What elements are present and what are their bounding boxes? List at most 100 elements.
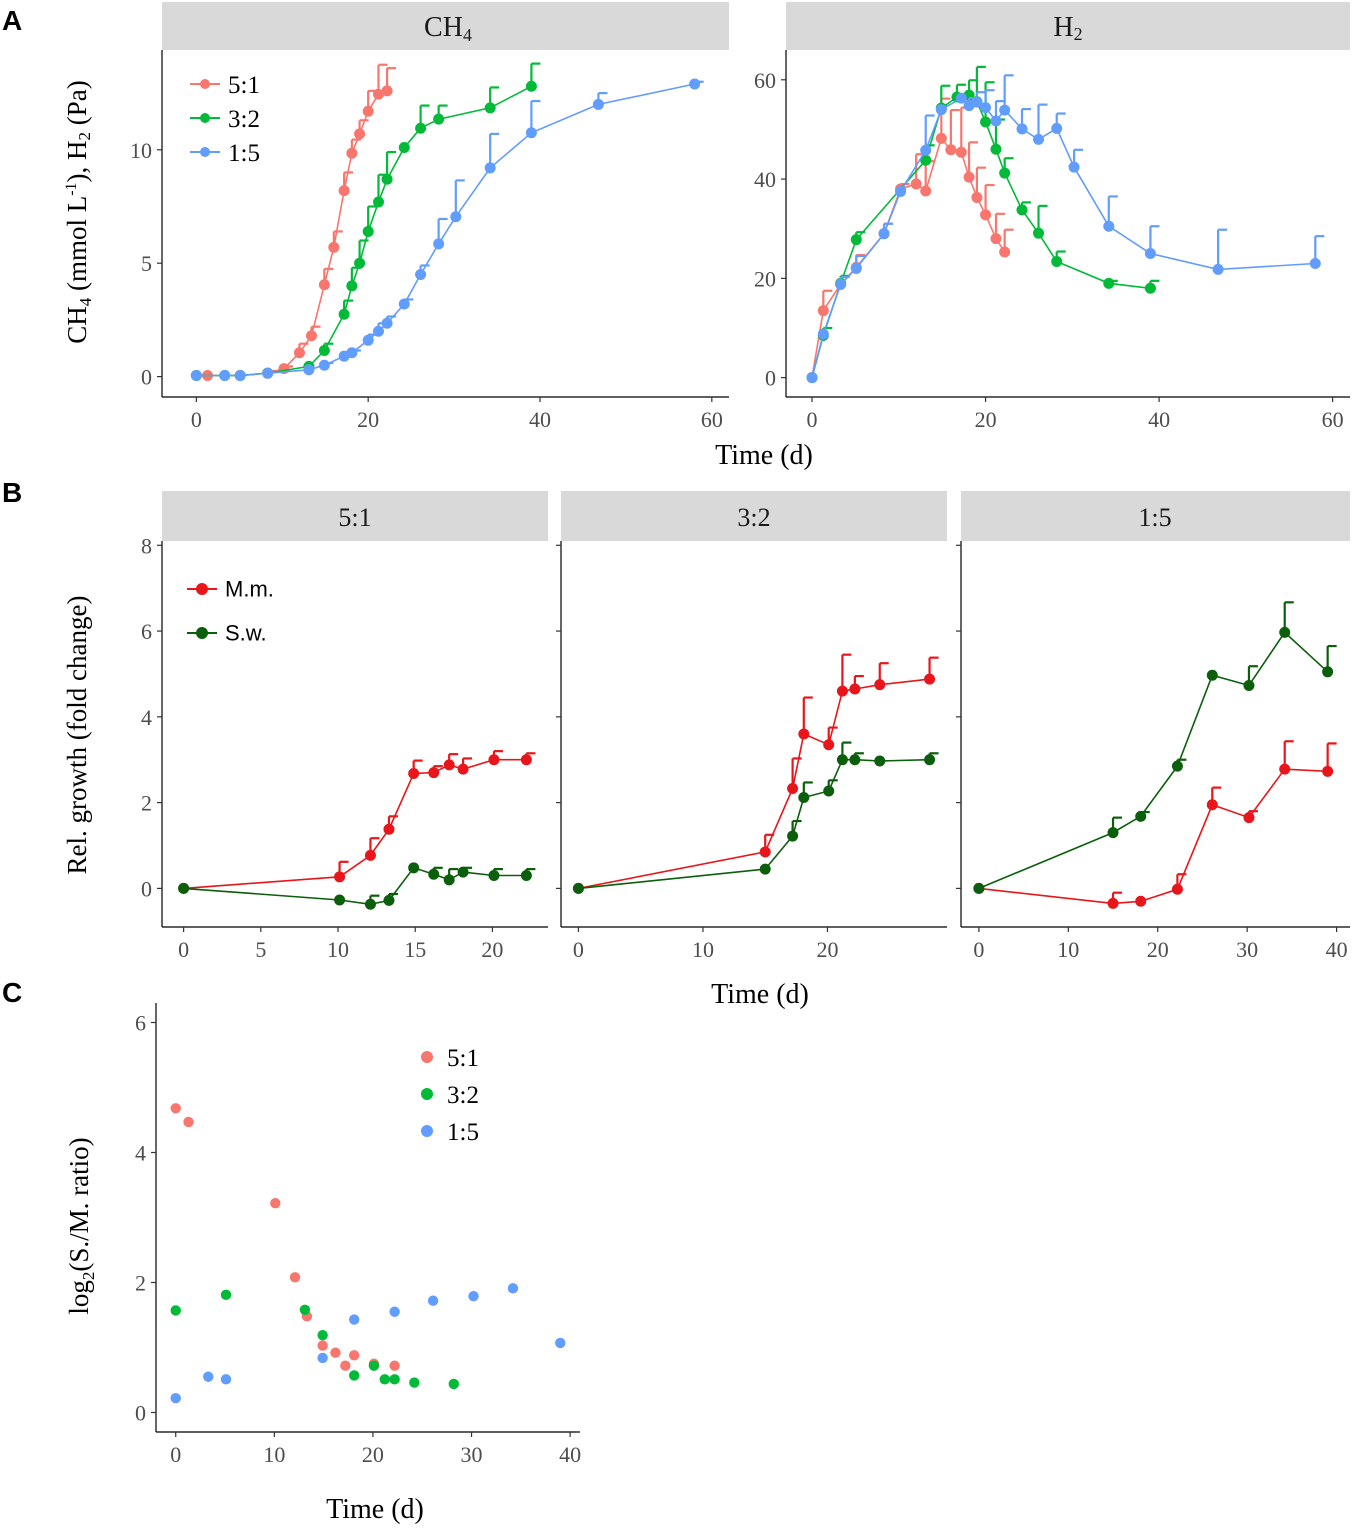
b-1-5-series-m-m--point [1107, 897, 1119, 909]
a-h2-x-tick-label: 60 [1322, 407, 1344, 432]
b-3-2-series-m-m--point [836, 685, 848, 697]
c-x-tick-label: 10 [263, 1442, 285, 1467]
a-ch4-series-1-5-point [398, 298, 410, 310]
b-3-2-series-s-w--point [798, 791, 810, 803]
a-ch4-series-5-1-point [338, 185, 350, 197]
b-3-2-series-s-w--point [874, 755, 886, 767]
a-ch4-series-1-5-point [433, 238, 445, 250]
b-1-5-x-tick-label: 40 [1326, 937, 1348, 962]
c-series-5-1-point [270, 1198, 281, 1209]
b-5-1-series-s-w--point [334, 894, 346, 906]
b-5-1-x-tick-label: 10 [327, 937, 349, 962]
a-h2-series-1-5-point [935, 104, 947, 116]
b-y-axis-title: Rel. growth (fold change) [62, 596, 92, 875]
c-series-1-5-point [203, 1371, 214, 1382]
b-3-2-series-s-w--point [836, 754, 848, 766]
b-5-1-y-tick-label: 6 [141, 619, 152, 644]
c-series-1-5-point [468, 1290, 479, 1302]
a-h2-series-5-1-point [817, 305, 829, 317]
b-3-2-series-s-w--point [823, 785, 835, 797]
a-ch4-x-tick-label: 60 [701, 407, 723, 432]
plot-h2: 0 20 40 60 0 20 40 60 [754, 50, 1350, 432]
c-series-3-2-point [170, 1305, 181, 1316]
a-ch4-series-5-1-point [381, 85, 393, 97]
b-3-2-series-m-m--point [759, 846, 771, 858]
a-x-axis-title: Time (d) [715, 440, 813, 471]
c-series-3-2-point [448, 1378, 459, 1390]
c-series-1-5-point [170, 1393, 181, 1404]
b-1-5-series-s-w--point [1107, 827, 1119, 839]
b-3-2-series-m-m--point [823, 739, 835, 751]
c-series-3-2-point [379, 1374, 390, 1385]
a-ch4-series-5-1-point [354, 128, 366, 140]
a-ch4-series-1-5-point [219, 369, 231, 381]
b-1-5-x-tick-label: 20 [1147, 937, 1169, 962]
c-series-3-2-point [409, 1377, 420, 1388]
a-h2-series-3-2-point [1051, 255, 1063, 267]
a-ch4-series-3-2-point [525, 80, 537, 92]
b-5-1-series-m-m--point [520, 754, 532, 766]
c-y-tick-label: 6 [135, 1011, 146, 1036]
a-ch4-legend-3-2-marker [200, 113, 210, 123]
c-series-1-5-point [220, 1374, 232, 1385]
b-5-1-x-tick-label: 0 [178, 937, 189, 962]
c-series-5-1-point [170, 1103, 181, 1114]
a-ch4-series-1-5-point [190, 369, 202, 381]
a-ch4-series-5-1-point [362, 105, 374, 117]
a-h2-series-1-5-point [806, 372, 818, 384]
a-h2-series-5-1-point [980, 209, 992, 221]
a-ch4-series-5-1-point [346, 147, 358, 159]
a-h2-series-1-5-point [990, 115, 1002, 127]
b-5-1-series-s-w--point [178, 882, 190, 894]
b-5-1-x-tick-label: 5 [255, 937, 266, 962]
a-h2-series-1-5-point [817, 328, 829, 340]
c-series-5-1-point [289, 1272, 301, 1283]
b-5-1-y-tick-label: 2 [141, 791, 152, 816]
b-5-1-x-tick-label: 20 [481, 937, 503, 962]
a-h2-series-1-5-point [920, 144, 932, 156]
b-5-1-series-m-m--point [383, 823, 395, 835]
b-5-1-legend-s-w--label: S.w. [225, 621, 267, 646]
c-series-1-5-point [555, 1337, 566, 1349]
b-3-2-series-s-w--line [578, 758, 930, 890]
b-5-1-series-m-m--point [457, 763, 469, 775]
a-ch4-series-5-1-point [318, 279, 330, 291]
b-1-5-series-m-m--point [1206, 799, 1218, 811]
c-x-tick-label: 20 [362, 1442, 384, 1467]
a-ch4-series-1-5-point [234, 369, 246, 381]
b-1-5-x-tick-label: 30 [1236, 937, 1258, 962]
a-h2-series-1-5-point [971, 96, 983, 108]
b-x-axis-title: Time (d) [711, 979, 809, 1010]
b-5-1-series-m-m--point [364, 849, 376, 861]
c-series-1-5-point [317, 1352, 328, 1364]
a-ch4-series-3-2-point [354, 257, 366, 269]
strip-b-51 [162, 491, 548, 541]
a-ch4-series-3-2-point [318, 345, 330, 357]
a-ch4-series-3-2-point [338, 308, 350, 320]
plot-growth-5-1: 0 2 4 6 8 0 5 10 15 20 M.m. S.w. [141, 533, 548, 962]
b-1-5-x-tick-label: 0 [973, 937, 984, 962]
b-5-1-series-m-m--point [428, 767, 440, 779]
h2-subscript: 2 [1074, 24, 1083, 44]
b-1-5-series-s-w--point [1279, 626, 1291, 638]
b-5-1-series-s-w--point [457, 866, 469, 878]
b-1-5-series-s-w--point [973, 882, 985, 894]
c-series-1-5-point [507, 1283, 519, 1294]
a-ch4-series-1-5-point [525, 127, 537, 139]
c-x-axis-title: Time (d) [326, 1494, 424, 1525]
a-ch4-legend-5-1-marker [200, 79, 210, 89]
c-x-tick-label: 40 [559, 1442, 581, 1467]
c-y-tick-label: 4 [135, 1141, 146, 1166]
b-3-2-series-m-m--point [924, 673, 936, 685]
c-series-3-2-point [220, 1289, 232, 1301]
b-5-1-series-s-w--point [383, 894, 395, 906]
strip-b-51-title: 5:1 [338, 503, 371, 532]
a-ch4-series-3-2-point [362, 225, 374, 237]
a-ch4-series-1-5-point [262, 367, 274, 379]
c-x-tick-label: 0 [170, 1442, 181, 1467]
a-h2-series-3-2-point [1144, 282, 1156, 294]
c-series-1-5-point [348, 1314, 360, 1325]
b-5-1-legend-m-m--marker [196, 583, 208, 595]
a-h2-y-tick-label: 20 [754, 266, 776, 291]
a-h2-series-5-1-point [963, 171, 975, 183]
